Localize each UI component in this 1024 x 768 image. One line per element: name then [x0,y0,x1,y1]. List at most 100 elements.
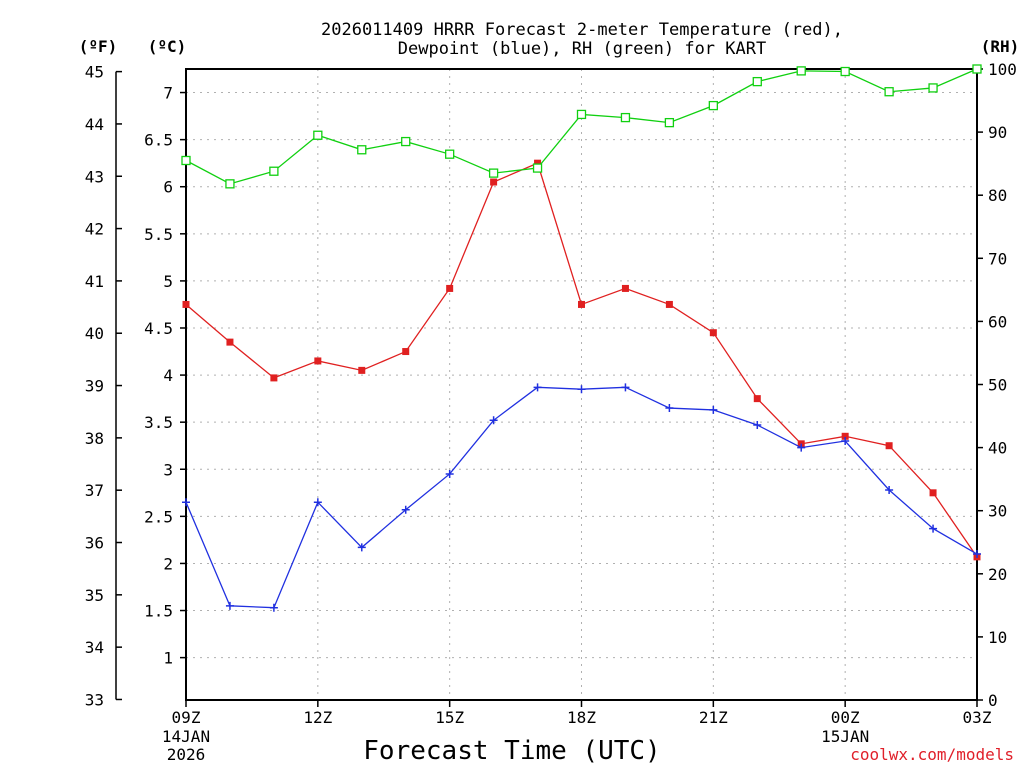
rh-tick-label: 100 [988,60,1017,79]
celsius-tick-label: 2 [163,554,173,573]
temperature-point [709,329,717,337]
rh-point [840,66,850,77]
temperature-point [841,432,849,440]
temperature-point [270,374,278,382]
x-tick-label: 00Z [831,708,860,727]
temperature-point [446,284,454,292]
x-tick-label: 21Z [699,708,728,727]
rh-point [576,109,587,120]
rh-point [181,155,191,166]
temperature-point [534,159,542,167]
rh-point [488,168,499,178]
fahrenheit-tick-label: 42 [85,220,104,239]
rh-point [445,149,455,159]
rh-tick-label: 60 [988,312,1007,331]
dewpoint-point [401,505,410,514]
dewpoint-point [182,498,190,507]
rh-point [928,83,938,93]
rh-point [269,166,279,176]
rh-point [884,87,894,97]
dewpoint-point [621,383,630,392]
rh-tick-label: 90 [988,123,1007,142]
rh-point [664,117,675,128]
temperature-point [885,442,893,450]
temperature-point [665,300,673,308]
chart-title-line1: 2026011409 HRRR Forecast 2-meter Tempera… [321,20,843,40]
rh-point [532,163,543,173]
dewpoint-point [929,524,938,533]
rh-point [313,130,323,140]
dewpoint-point [973,550,981,559]
rh-point [752,76,762,87]
x-tick-sublabel: 15JAN [821,727,869,746]
rh-point [972,64,982,74]
rh-tick-label: 50 [988,376,1007,395]
x-tick-label: 15Z [435,708,464,727]
temperature-point [314,357,322,365]
rh-unit-label: (RH) [981,37,1020,56]
dewpoint-point [753,420,762,429]
celsius-tick-label: 5.5 [144,225,173,244]
rh-tick-label: 40 [988,439,1007,458]
dewpoint-point [445,469,454,478]
grid-lines [185,69,978,700]
rh-point [620,112,631,123]
dewpoint-point [357,543,366,552]
rh-point [708,100,718,111]
temperature-point [621,284,629,292]
rh-point [796,66,806,76]
celsius-tick-label: 3.5 [144,413,173,432]
temperature-point [490,178,498,186]
fahrenheit-tick-label: 37 [85,481,104,500]
rh-tick-label: 70 [988,249,1007,268]
temperature-point [753,395,761,403]
celsius-tick-label: 4 [163,366,173,385]
x-tick-label: 12Z [303,708,332,727]
dewpoint-point [665,404,674,413]
rh-tick-label: 80 [988,186,1007,205]
x-axis-label: Forecast Time (UTC) [363,736,660,766]
celsius-tick-label: 5 [163,272,173,291]
x-tick-label: 09Z [172,708,201,727]
axis-ticks: 1 1.5 2 2.5 3 3.5 4 4.5 5 5.5 6 6.5 7 33 34 35 36 37 38 39 4… [85,60,1017,764]
temperature-point [578,300,585,308]
fahrenheit-tick-label: 41 [85,272,104,291]
rh-point [225,179,235,189]
fahrenheit-tick-label: 38 [85,429,104,448]
series-group [181,64,982,612]
dewpoint-point [533,383,542,392]
x-tick-sublabel: 14JAN [162,727,210,746]
celsius-tick-label: 1.5 [144,602,173,621]
celsius-tick-label: 7 [163,84,173,103]
celsius-tick-label: 3 [163,460,173,479]
fahrenheit-tick-label: 45 [85,63,104,82]
dewpoint-point [797,443,806,452]
temperature-point [182,300,190,308]
chart-title-line2: Dewpoint (blue), RH (green) for KART [398,39,766,59]
temperature-point [402,348,410,356]
fahrenheit-unit-label: (ºF) [79,37,118,56]
rh-tick-label: 20 [988,565,1007,584]
series-dewpoint [182,383,981,612]
fahrenheit-tick-label: 35 [85,586,104,605]
dewpoint-point [489,416,498,425]
series-temperature [182,159,981,561]
dewpoint-point [709,405,718,414]
fahrenheit-tick-label: 40 [85,324,104,343]
temperature-point [929,489,937,497]
fahrenheit-tick-label: 44 [85,115,104,134]
temperature-point [358,366,366,374]
rh-tick-label: 0 [988,691,998,710]
temperature-point [226,338,234,346]
dewpoint-point [885,485,894,494]
x-tick-label: 03Z [963,708,992,727]
celsius-tick-label: 2.5 [144,507,173,526]
rh-tick-label: 10 [988,628,1007,647]
celsius-tick-label: 1 [163,649,173,668]
series-rh [181,64,982,189]
x-tick-sublabel: 2026 [167,745,206,764]
fahrenheit-tick-label: 33 [85,690,104,709]
rh-point [401,136,411,147]
x-tick-label: 18Z [567,708,596,727]
